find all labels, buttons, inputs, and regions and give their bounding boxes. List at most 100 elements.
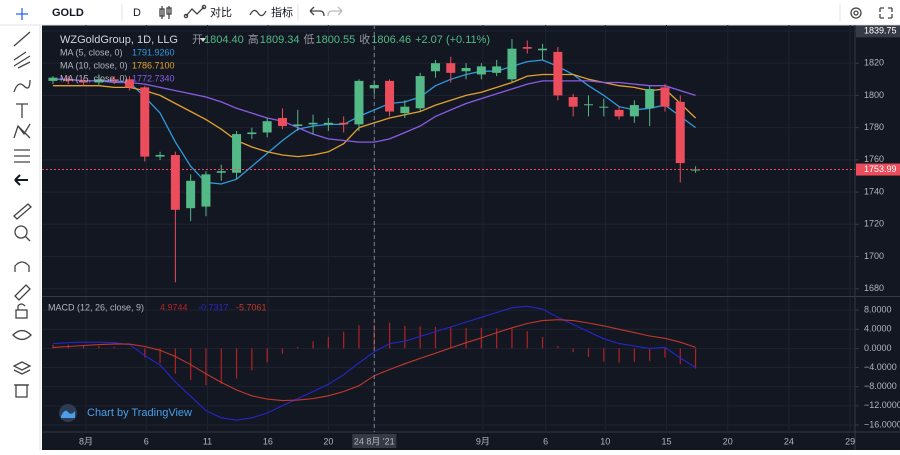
chart-header: WZGoldGroup, 1D, LLG 开1804.40 高1809.34 低180… (60, 32, 490, 46)
trend-line-tool[interactable] (13, 31, 31, 47)
legend-value: 1791.9260 (132, 47, 175, 57)
y-tick-label: 1680 (864, 283, 884, 293)
high-value: 1809.34 (260, 34, 300, 46)
x-tick-label: 24 8月 '21 (354, 436, 395, 446)
y-tick-label: 8.0000 (864, 304, 892, 314)
settings-button[interactable] (850, 7, 862, 19)
legend-value: 1786.7100 (132, 60, 175, 70)
x-tick-label: 11 (203, 436, 212, 446)
chart-style-icon[interactable] (159, 6, 172, 19)
y-tick-label: 1800 (864, 90, 884, 100)
ma-line (53, 73, 697, 158)
indicators-icon[interactable] (249, 9, 267, 17)
candle-body (201, 174, 211, 207)
y-tick-label: 1780 (864, 122, 884, 132)
symbol[interactable]: GOLD (52, 7, 84, 19)
change-value: +2.07 (+0.11%) (415, 34, 490, 46)
candle-body (522, 47, 532, 49)
high-label: 高 (248, 32, 259, 46)
candle-body (109, 79, 119, 81)
undo-button[interactable] (309, 6, 325, 17)
y-tick-label: 0.0000 (864, 343, 892, 353)
candle-body (170, 155, 180, 210)
low-label: 低 (304, 33, 315, 46)
candle-body (323, 122, 333, 125)
legend-value: 1772.7340 (132, 73, 175, 83)
chart-title: WZGoldGroup, 1D, LLG (60, 34, 178, 46)
interval[interactable]: D (133, 7, 141, 19)
pattern-tool[interactable] (13, 123, 31, 139)
candle-body (583, 104, 593, 106)
grid (42, 25, 859, 432)
text-tool[interactable] (16, 103, 28, 118)
y-tick-label: −4.0000 (864, 362, 897, 372)
close-label: 收 (359, 32, 370, 46)
y-tick-label: −12.0000 (864, 400, 900, 410)
y-tick-label: −8.0000 (864, 381, 897, 391)
ma-line (53, 78, 696, 143)
high-marker-box (856, 25, 900, 38)
redo-button[interactable] (327, 6, 343, 17)
crosshair-tool[interactable] (16, 8, 28, 20)
candle-body (385, 80, 395, 112)
candle-body (232, 134, 242, 173)
measure-tool[interactable] (13, 203, 32, 220)
candle-body (599, 106, 609, 108)
brand-link[interactable]: Chart by TradingView (87, 407, 192, 419)
legend-value: -0.7317 (198, 302, 229, 312)
x-tick-label: 24 (784, 436, 794, 446)
lock-tool[interactable] (15, 309, 28, 319)
fib-tool[interactable] (13, 51, 31, 69)
candle-body (293, 124, 303, 127)
legend-value: 4.9744 (160, 302, 188, 312)
drawing-toolbar (12, 8, 32, 398)
fullscreen-button[interactable] (879, 7, 893, 19)
compare-icon[interactable] (183, 4, 207, 19)
x-tick-label: 6 (543, 436, 548, 446)
x-tick-label: 9月 (476, 436, 490, 446)
candle-body (430, 63, 440, 72)
candle-body (369, 85, 379, 89)
y-tick-label: −16.0000 (864, 419, 900, 429)
macd-line (52, 305, 696, 421)
legend-value: -5.7061 (236, 302, 267, 312)
candle-body (48, 77, 58, 81)
brush-tool[interactable] (13, 79, 31, 93)
candle-body (461, 68, 471, 72)
candle-body (645, 88, 655, 109)
prediction-tool[interactable] (14, 149, 30, 163)
candle-body (675, 101, 685, 164)
candle-body (400, 106, 410, 114)
open-label: 开 (192, 34, 203, 46)
compare-button[interactable]: 对比 (210, 5, 232, 19)
labels: 8月 6 11 16 20 24 8月 '21 9月 6 10 15 20 24 29 1680 1700 1… (42, 25, 900, 448)
y-tick-label: 1700 (864, 251, 884, 261)
lock-draw-tool[interactable] (14, 284, 31, 301)
candle-body (614, 109, 624, 117)
magnet-tool[interactable] (14, 261, 30, 272)
indicators-button[interactable]: 指标 (271, 5, 293, 19)
title-menu-arrow[interactable] (200, 38, 206, 42)
candle-body (186, 180, 196, 209)
candle-body (339, 122, 349, 125)
x-tick-label: 20 (723, 436, 733, 446)
last-price-box (856, 163, 900, 176)
layers-tool[interactable] (12, 361, 32, 375)
candle-body (568, 97, 578, 107)
candle-body (140, 87, 150, 157)
y-tick-label: 1740 (864, 186, 884, 196)
back-tool[interactable] (14, 174, 28, 186)
y-tick-label: 1760 (864, 154, 884, 164)
low-value: 1800.55 (316, 34, 356, 46)
y-tick-label: 4.0000 (864, 324, 892, 334)
visibility-tool[interactable] (12, 329, 32, 341)
candle-body (247, 132, 257, 135)
x-tick-label: 10 (600, 436, 610, 446)
last-price-label: 1753.99 (864, 164, 897, 174)
y-tick-label: 1720 (864, 219, 884, 229)
x-tick-label: 20 (323, 436, 333, 446)
candle-body (79, 80, 89, 83)
zoom-tool[interactable] (14, 225, 28, 239)
close-value: 1806.46 (371, 34, 411, 46)
